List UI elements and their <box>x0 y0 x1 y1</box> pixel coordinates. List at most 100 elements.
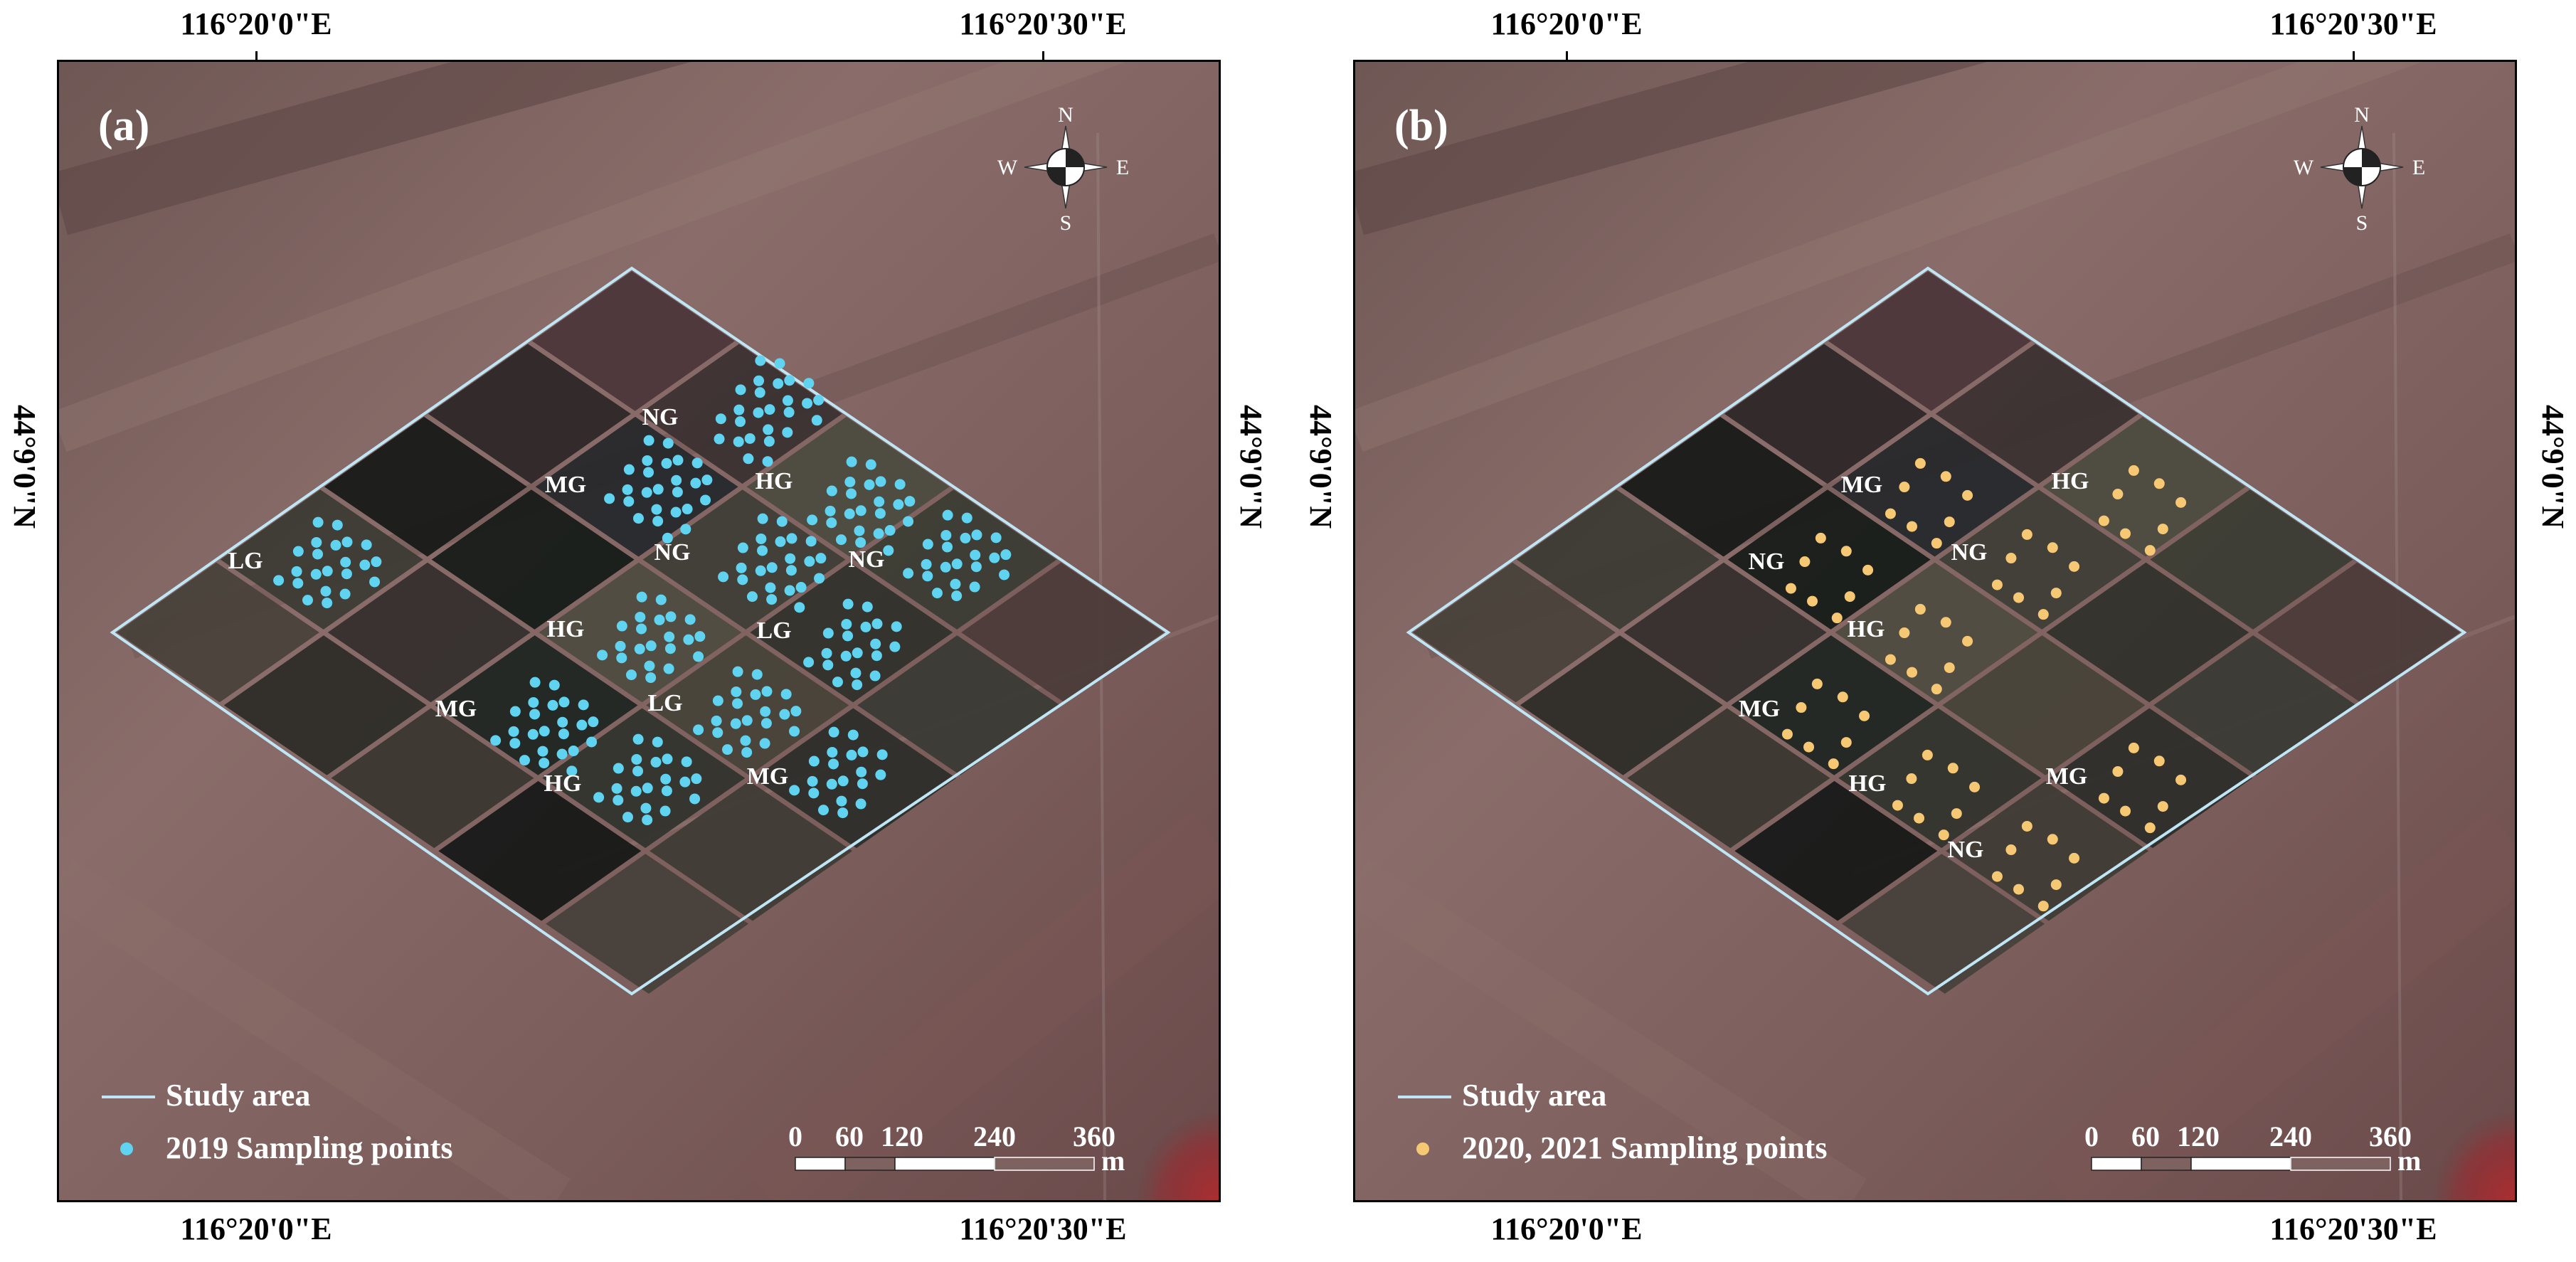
sampling-point <box>539 758 550 769</box>
sampling-point <box>814 573 825 584</box>
sampling-point <box>2112 489 2124 500</box>
sampling-point <box>660 773 672 785</box>
field-plot <box>531 271 735 411</box>
sampling-point <box>1844 591 1855 603</box>
sampling-point <box>611 783 622 794</box>
field-plot <box>2046 562 2249 703</box>
sampling-point <box>803 657 815 668</box>
scale-segment <box>2290 1157 2391 1171</box>
sampling-point <box>1811 678 1823 689</box>
sampling-point <box>640 802 652 814</box>
sampling-point <box>894 479 906 490</box>
sampling-point <box>2069 561 2080 572</box>
sampling-point <box>1907 667 1918 678</box>
sampling-point <box>1885 654 1896 665</box>
sampling-point <box>782 427 793 438</box>
sampling-point <box>873 528 884 539</box>
sampling-point <box>869 670 881 682</box>
tick-top-a-2 <box>1042 51 1044 60</box>
sampling-point <box>762 456 773 467</box>
sampling-point <box>616 620 627 632</box>
sampling-point <box>578 699 589 711</box>
sampling-point <box>970 549 981 561</box>
sampling-point <box>990 532 1002 543</box>
sampling-point <box>1931 538 1942 549</box>
sampling-points <box>1781 457 2187 912</box>
field-plot <box>220 489 423 630</box>
field-plot <box>1935 344 2138 484</box>
sampling-point <box>664 631 675 642</box>
scale-segment <box>844 1157 896 1171</box>
sampling-point <box>960 532 971 543</box>
sampling-point <box>789 726 800 737</box>
sampling-point <box>813 394 825 405</box>
sampling-point <box>509 738 521 749</box>
sampling-point <box>665 611 677 622</box>
sampling-point <box>837 775 849 787</box>
sampling-point <box>1962 635 1973 647</box>
sampling-point <box>715 413 726 425</box>
sampling-point <box>1796 702 1807 714</box>
sampling-point <box>1951 808 1962 820</box>
sampling-point <box>632 513 644 524</box>
sampling-point <box>1991 579 2003 590</box>
sampling-point <box>785 565 797 576</box>
sampling-point <box>970 561 982 573</box>
sampling-point <box>694 631 706 642</box>
compass-label-n: N <box>1058 103 1074 127</box>
zone-label: MG <box>1739 696 1781 722</box>
field-plot <box>650 780 853 921</box>
sampling-point <box>661 457 672 469</box>
sampling-point <box>2153 755 2165 767</box>
scale-unit-label: m <box>1101 1145 1125 1177</box>
sampling-point <box>884 525 896 536</box>
sampling-point <box>874 508 886 519</box>
sampling-point <box>1000 549 1012 561</box>
sampling-point <box>2050 588 2062 599</box>
sampling-point <box>630 785 642 797</box>
legend-sampling-points-label: 2020, 2021 Sampling points <box>1462 1130 1827 1165</box>
sampling-point <box>302 595 313 606</box>
sampling-point <box>860 621 871 632</box>
field-plot <box>327 562 531 703</box>
sampling-point <box>683 634 694 645</box>
sampling-point <box>808 788 820 799</box>
sampling-point <box>588 716 599 728</box>
sampling-point <box>844 476 856 487</box>
sampling-point <box>893 499 904 510</box>
sampling-point <box>735 416 746 428</box>
sampling-point <box>804 556 815 567</box>
sampling-point <box>1785 583 1796 594</box>
compass-quadrant <box>1066 149 1084 167</box>
sampling-point <box>857 778 868 790</box>
sampling-point <box>2112 766 2124 778</box>
sampling-point <box>822 627 834 639</box>
sampling-point <box>766 594 778 605</box>
sampling-point <box>641 487 652 498</box>
sampling-point <box>763 424 774 435</box>
sampling-point <box>808 755 820 767</box>
sampling-point <box>2047 834 2058 845</box>
sampling-point <box>785 553 796 564</box>
sampling-point <box>828 726 839 738</box>
sampling-point <box>756 533 767 544</box>
sampling-point <box>875 769 886 780</box>
field-plot <box>1835 562 2038 703</box>
sampling-point <box>864 479 875 490</box>
sampling-point <box>922 539 933 550</box>
sampling-point <box>1938 829 1949 841</box>
sampling-point <box>733 404 745 415</box>
sampling-point <box>759 738 770 749</box>
sampling-point <box>825 505 836 516</box>
sampling-point <box>764 404 775 415</box>
sampling-point <box>1914 812 1925 824</box>
sampling-point <box>1962 489 1973 501</box>
sampling-point <box>1892 800 1903 811</box>
field-plot <box>438 780 642 921</box>
lon-label-left-bottom-a: 116°20'0"E <box>180 1211 332 1246</box>
sampling-point <box>737 542 748 553</box>
sampling-point <box>642 455 653 466</box>
legend-study-area-label: Study area <box>166 1078 310 1113</box>
zone-label: NG <box>1951 539 1988 566</box>
sampling-point <box>1899 627 1910 639</box>
